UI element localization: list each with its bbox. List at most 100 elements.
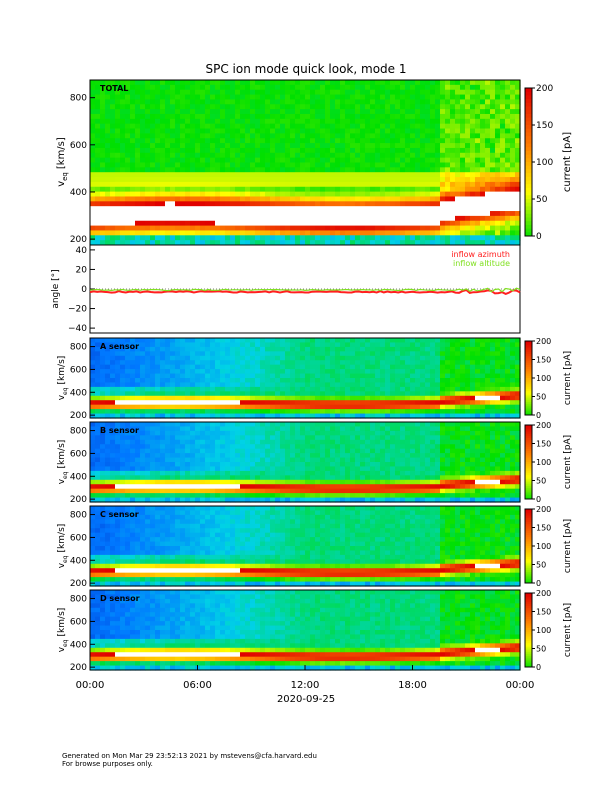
heatmap-cell (430, 386, 436, 392)
heatmap-cell (285, 104, 291, 110)
heatmap-cell (450, 346, 456, 352)
heatmap-cell (120, 439, 126, 445)
heatmap-cell (420, 360, 426, 366)
heatmap-cell (225, 89, 231, 96)
heatmap-cell (385, 196, 391, 202)
heatmap-cell (390, 206, 396, 212)
heatmap-cell (175, 439, 181, 445)
heatmap-cell (105, 123, 111, 130)
heatmap-cell (265, 211, 271, 217)
heatmap-cell (140, 99, 146, 105)
heatmap-cell (445, 147, 451, 154)
heatmap-cell (370, 162, 376, 168)
heatmap-cell (435, 118, 441, 125)
heatmap-cell (155, 162, 161, 168)
heatmap-cell (375, 186, 381, 193)
heatmap-cell (215, 80, 221, 86)
heatmap-cell (390, 373, 396, 379)
heatmap-cell (145, 351, 151, 357)
heatmap-cell (470, 220, 476, 227)
heatmap-cell (170, 430, 176, 436)
heatmap-cell (340, 206, 346, 212)
heatmap-cell (485, 167, 491, 173)
heatmap-cell (325, 355, 331, 361)
heatmap-cell (305, 143, 311, 149)
heatmap-cell (255, 346, 261, 352)
heatmap-cell (210, 191, 216, 198)
heatmap-cell (125, 177, 131, 183)
heatmap-cell (205, 186, 211, 193)
heatmap-cell (200, 152, 206, 159)
heatmap-cell (170, 391, 176, 397)
heatmap-cell (160, 360, 166, 366)
heatmap-cell (95, 128, 101, 134)
heatmap-cell (250, 152, 256, 159)
heatmap-cell (150, 346, 156, 352)
heatmap-cell (90, 230, 96, 236)
heatmap-cell (460, 342, 466, 348)
heatmap-cell (500, 138, 506, 144)
heatmap-cell (360, 400, 366, 406)
heatmap-cell (410, 80, 416, 86)
heatmap-cell (300, 147, 306, 154)
heatmap-cell (475, 225, 481, 232)
heatmap-cell (250, 138, 256, 144)
heatmap-cell (315, 177, 321, 183)
heatmap-cell (470, 186, 476, 193)
heatmap-cell (455, 355, 461, 361)
heatmap-cell (235, 413, 241, 419)
heatmap-cell (485, 109, 491, 115)
heatmap-cell (295, 123, 301, 130)
heatmap-cell (175, 462, 181, 468)
heatmap-cell (485, 391, 491, 397)
heatmap-cell (270, 99, 276, 105)
heatmap-cell (255, 104, 261, 110)
heatmap-cell (515, 113, 521, 120)
heatmap-cell (480, 109, 486, 115)
heatmap-cell (345, 409, 351, 415)
heatmap-cell (260, 104, 266, 110)
heatmap-cell (500, 113, 506, 120)
heatmap-cell (325, 80, 331, 86)
heatmap-cell (480, 181, 486, 188)
heatmap-cell (230, 94, 236, 101)
heatmap-cell (240, 342, 246, 348)
heatmap-cell (360, 143, 366, 149)
heatmap-cell (380, 99, 386, 105)
heatmap-cell (340, 196, 346, 202)
heatmap-cell (410, 364, 416, 370)
heatmap-cell (115, 382, 121, 388)
heatmap-cell (330, 113, 336, 120)
heatmap-cell (355, 94, 361, 101)
heatmap-cell (165, 462, 171, 468)
heatmap-cell (160, 138, 166, 144)
heatmap-cell (165, 118, 171, 125)
heatmap-cell (145, 409, 151, 415)
heatmap-cell (485, 378, 491, 384)
heatmap-cell (470, 118, 476, 125)
heatmap-cell (220, 206, 226, 212)
heatmap-cell (125, 118, 131, 125)
heatmap-cell (150, 201, 156, 207)
heatmap-cell (210, 391, 216, 397)
heatmap-cell (295, 364, 301, 370)
heatmap-cell (90, 240, 96, 246)
heatmap-cell (410, 386, 416, 392)
heatmap-cell (210, 99, 216, 105)
heatmap-cell (365, 196, 371, 202)
heatmap-cell (460, 104, 466, 110)
heatmap-cell (425, 152, 431, 159)
heatmap-cell (355, 181, 361, 188)
heatmap-cell (210, 138, 216, 144)
heatmap-cell (160, 162, 166, 168)
heatmap-cell (105, 143, 111, 149)
heatmap-cell (465, 413, 471, 419)
heatmap-cell (255, 342, 261, 348)
heatmap-cell (300, 138, 306, 144)
heatmap-cell (120, 201, 126, 207)
heatmap-cell (315, 133, 321, 139)
heatmap-cell (190, 404, 196, 410)
heatmap-cell (225, 172, 231, 178)
heatmap-cell (195, 162, 201, 168)
heatmap-cell (195, 89, 201, 96)
